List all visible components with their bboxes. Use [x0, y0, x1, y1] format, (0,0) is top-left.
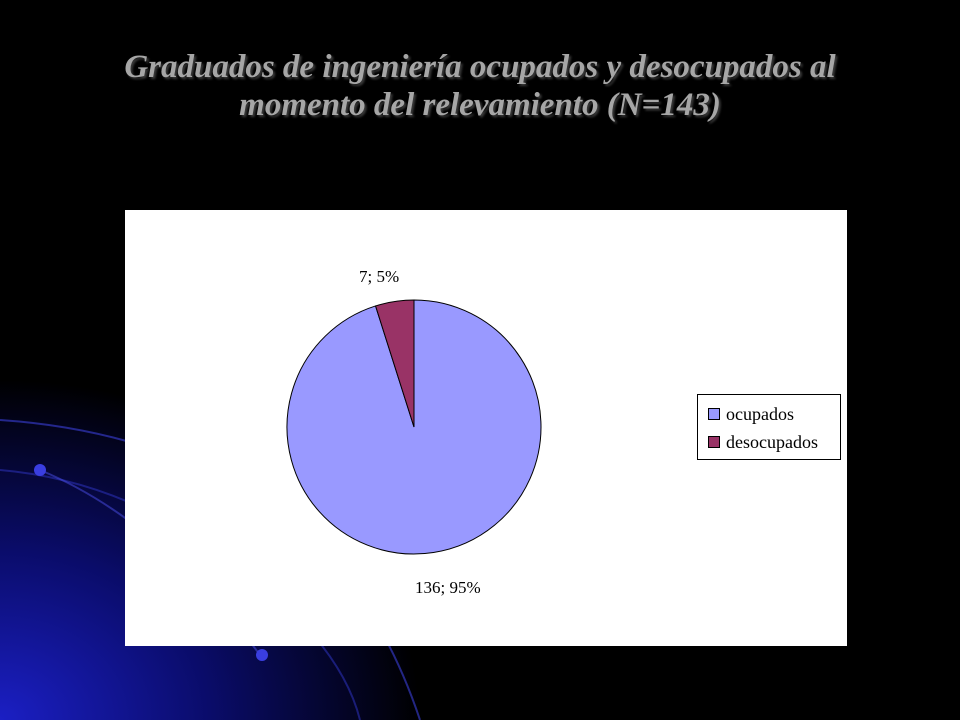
- legend-swatch-ocupados: [708, 408, 720, 420]
- slide-title: Graduados de ingeniería ocupados y desoc…: [40, 48, 920, 124]
- pie-chart-panel: 7; 5% 136; 95% ocupados desocupados: [125, 210, 847, 646]
- pie-chart: 7; 5% 136; 95%: [286, 267, 542, 597]
- legend-label-desocupados: desocupados: [726, 431, 818, 452]
- legend-item-desocupados: desocupados: [708, 430, 818, 454]
- data-label-desocupados: 7; 5%: [359, 267, 399, 286]
- pie-slice-desocupados: [374, 299, 415, 428]
- legend-swatch-desocupados: [708, 436, 720, 448]
- legend-label-ocupados: ocupados: [726, 403, 794, 424]
- legend-item-ocupados: ocupados: [708, 402, 794, 426]
- data-label-ocupados: 136; 95%: [415, 578, 481, 597]
- chart-legend: ocupados desocupados: [697, 394, 841, 460]
- slide-title-line-1: Graduados de ingeniería ocupados y desoc…: [124, 49, 836, 85]
- slide-title-line-2: momento del relevamiento (N=143): [239, 87, 721, 123]
